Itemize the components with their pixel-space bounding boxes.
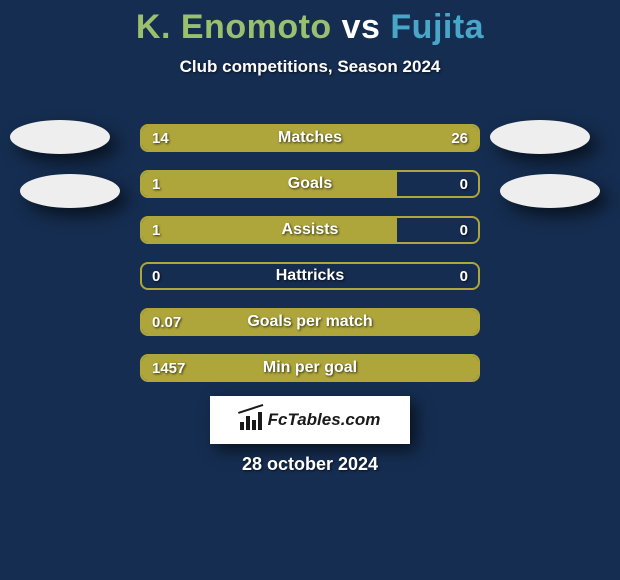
player1-photo-b (20, 174, 120, 208)
stat-bar-row: 1457Min per goal (140, 354, 480, 382)
stat-bar-row: 1426Matches (140, 124, 480, 152)
player2-photo-b (500, 174, 600, 208)
stat-bar-row: 10Assists (140, 216, 480, 244)
date-text: 28 october 2024 (0, 454, 620, 475)
stat-bar-label: Hattricks (142, 264, 478, 288)
stats-bars: 1426Matches 10Goals 10Assists 00Hattricks 0.… (140, 124, 480, 400)
source-badge: FcTables.com (210, 396, 410, 444)
stat-bar-label: Goals (142, 172, 478, 196)
stat-bar-row: 00Hattricks (140, 262, 480, 290)
stat-bar-label: Assists (142, 218, 478, 242)
subtitle: Club competitions, Season 2024 (0, 57, 620, 77)
page-title: K. Enomoto vs Fujita (0, 0, 620, 47)
title-player1: K. Enomoto (136, 8, 332, 46)
stat-bar-row: 0.07Goals per match (140, 308, 480, 336)
stat-bar-label: Min per goal (142, 356, 478, 380)
title-player2: Fujita (390, 8, 484, 46)
chart-icon (240, 410, 262, 430)
stat-bar-row: 10Goals (140, 170, 480, 198)
player2-photo-a (490, 120, 590, 154)
stat-bar-label: Goals per match (142, 310, 478, 334)
title-vs: vs (332, 8, 391, 46)
player1-photo-a (10, 120, 110, 154)
stat-bar-label: Matches (142, 126, 478, 150)
source-badge-text: FcTables.com (268, 410, 381, 430)
